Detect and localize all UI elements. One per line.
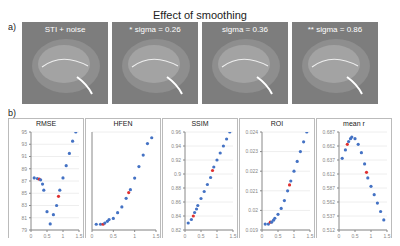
svg-text:1: 1 <box>293 233 296 238</box>
svg-text:0.5: 0.5 <box>198 233 205 238</box>
svg-text:91: 91 <box>21 153 27 159</box>
svg-text:0.562: 0.562 <box>322 199 335 205</box>
svg-text:0.88: 0.88 <box>171 185 181 191</box>
svg-text:1.5: 1.5 <box>230 233 237 238</box>
svg-text:81: 81 <box>21 215 27 221</box>
svg-text:0: 0 <box>184 233 187 238</box>
html-text:HFEN: HFEN <box>113 120 133 127</box>
svg-text:1: 1 <box>133 233 136 238</box>
svg-text:0: 0 <box>30 233 33 238</box>
svg-text:0.9: 0.9 <box>174 171 181 177</box>
svg-text:0: 0 <box>91 233 94 238</box>
html-text:a): a) <box>8 22 16 32</box>
svg-text:0.023: 0.023 <box>245 148 258 154</box>
svg-text:0.021: 0.021 <box>245 188 258 194</box>
svg-text:93: 93 <box>21 141 27 147</box>
svg-text:89: 89 <box>21 166 27 172</box>
svg-text:0.512: 0.512 <box>322 227 335 233</box>
svg-text:0.5: 0.5 <box>110 233 117 238</box>
html-text:sigma = 0.36: sigma = 0.36 <box>222 25 268 34</box>
svg-text:0.82: 0.82 <box>171 227 181 233</box>
svg-text:0.84: 0.84 <box>171 213 181 219</box>
svg-text:0.94: 0.94 <box>171 143 181 149</box>
svg-text:95: 95 <box>21 129 27 135</box>
svg-text:79: 79 <box>21 227 27 233</box>
svg-text:0: 0 <box>338 233 341 238</box>
html-text:STI + noise: STI + noise <box>44 25 86 34</box>
svg-text:1: 1 <box>370 233 373 238</box>
html-text:b): b) <box>8 108 16 118</box>
svg-text:0.5: 0.5 <box>352 233 359 238</box>
svg-text:87: 87 <box>21 178 27 184</box>
html-text:SSIM: SSIM <box>191 120 209 127</box>
svg-text:1.5: 1.5 <box>384 233 391 238</box>
svg-text:0.687: 0.687 <box>322 129 335 135</box>
svg-text:1: 1 <box>216 233 219 238</box>
html-text:** sigma = 0.86: ** sigma = 0.86 <box>307 25 363 34</box>
svg-text:0.537: 0.537 <box>322 213 335 219</box>
svg-text:0.024: 0.024 <box>245 129 258 135</box>
svg-text:0.86: 0.86 <box>171 199 181 205</box>
html-text:mean r: mean r <box>343 120 365 127</box>
svg-text:0.022: 0.022 <box>245 168 258 174</box>
svg-text:0.662: 0.662 <box>322 143 335 149</box>
html-text:* sigma = 0.26: * sigma = 0.26 <box>129 25 181 34</box>
svg-text:0.019: 0.019 <box>245 227 258 233</box>
svg-text:0.637: 0.637 <box>322 157 335 163</box>
svg-text:1.5: 1.5 <box>307 233 314 238</box>
html-text:Effect of smoothing: Effect of smoothing <box>153 9 247 21</box>
svg-text:0.92: 0.92 <box>171 157 181 163</box>
svg-text:1: 1 <box>62 233 65 238</box>
svg-text:1.5: 1.5 <box>76 233 83 238</box>
svg-text:0.612: 0.612 <box>322 171 335 177</box>
svg-text:0: 0 <box>261 233 264 238</box>
svg-text:0.587: 0.587 <box>322 185 335 191</box>
svg-text:0.5: 0.5 <box>44 233 51 238</box>
svg-text:0.96: 0.96 <box>171 129 181 135</box>
svg-text:83: 83 <box>21 202 27 208</box>
svg-text:0.5: 0.5 <box>275 233 282 238</box>
svg-text:1.5: 1.5 <box>153 233 160 238</box>
html-text:ROI: ROI <box>270 120 284 127</box>
svg-text:85: 85 <box>21 190 27 196</box>
svg-text:0.02: 0.02 <box>248 207 258 213</box>
html-text:RMSE: RMSE <box>35 120 57 127</box>
